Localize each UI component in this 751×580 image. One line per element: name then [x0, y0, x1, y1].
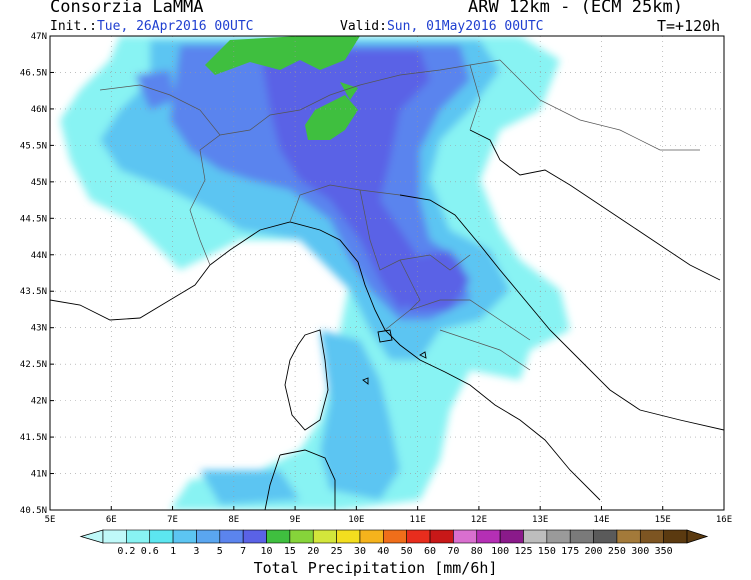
colorbar-label: 300	[631, 546, 649, 557]
colorbar-label: 150	[538, 546, 556, 557]
colorbar-label: 175	[561, 546, 579, 557]
colorbar-swatch	[359, 529, 384, 544]
colorbar-swatch	[569, 529, 594, 544]
lat-tick-label: 44.5N	[20, 214, 47, 224]
lon-tick-label: 12E	[471, 515, 487, 525]
colorbar-swatch	[196, 529, 221, 544]
colorbar-label: 40	[377, 546, 389, 557]
colorbar-low-arrow	[79, 529, 104, 544]
colorbar-swatch	[266, 529, 291, 544]
longitude-labels: 5E 6E 7E 8E 9E 10E 11E 12E 13E 14E 15E 16E	[45, 506, 732, 525]
lon-tick-label: 16E	[716, 515, 732, 525]
colorbar-swatch	[499, 529, 524, 544]
colorbar-swatch	[172, 529, 197, 544]
colorbar-swatch	[383, 529, 407, 544]
colorbar-label: 25	[331, 546, 343, 557]
lat-tick-label: 45N	[31, 178, 47, 188]
colorbar-label: 1	[170, 546, 176, 557]
colorbar-label: 80	[471, 546, 483, 557]
lon-tick-label: 13E	[532, 515, 548, 525]
colorbar-high-arrow	[686, 529, 709, 544]
init-value: Tue, 26Apr2016 00UTC	[96, 19, 254, 34]
lat-tick-label: 43N	[31, 324, 47, 334]
country-borders	[99, 59, 700, 371]
lon-tick-label: 14E	[593, 515, 609, 525]
lon-tick-label: 6E	[106, 515, 117, 525]
colorbar-label: 125	[514, 546, 532, 557]
colorbar-swatch	[476, 529, 501, 544]
colorbar-label: 0.6	[141, 546, 159, 557]
colorbar-label: 7	[240, 546, 246, 557]
colorbar-swatch	[453, 529, 478, 544]
lat-tick-label: 47N	[31, 32, 47, 42]
colorbar-swatch	[219, 529, 244, 544]
map-frame	[49, 35, 725, 511]
colorbar-swatch	[336, 529, 361, 544]
lat-tick-label: 42N	[31, 397, 47, 407]
lat-tick-label: 43.5N	[20, 287, 47, 297]
colorbar-swatch	[289, 529, 314, 544]
colorbar-swatch	[242, 529, 267, 544]
lat-tick-label: 41N	[31, 470, 47, 480]
lat-tick-label: 45.5N	[20, 141, 47, 151]
model-title: ARW 12km - (ECM 25km)	[468, 0, 683, 17]
colorbar-swatch	[639, 529, 664, 544]
colorbar-swatch	[593, 529, 618, 544]
colorbar-label: 60	[424, 546, 436, 557]
colorbar-title: Total Precipitation [mm/6h]	[253, 559, 498, 577]
colorbar-swatch	[616, 529, 641, 544]
colorbar-label: 10	[260, 546, 272, 557]
colorbar-label: 70	[447, 546, 459, 557]
colorbar-label: 5	[217, 546, 223, 557]
latitude-labels: 47N 46.5N 46N 45.5N 45N 44.5N 44N 43.5N 43N 42.5N…	[20, 32, 54, 516]
precip-field	[50, 36, 724, 510]
colorbar-swatch	[126, 529, 151, 544]
colorbar-label: 50	[401, 546, 413, 557]
lon-tick-label: 7E	[167, 515, 178, 525]
colorbar-label: 200	[585, 546, 603, 557]
lat-tick-label: 44N	[31, 251, 47, 261]
colorbar-swatch	[546, 529, 571, 544]
lat-lon-grid	[50, 36, 724, 510]
colorbar-swatch	[149, 529, 174, 544]
lon-tick-label: 9E	[290, 515, 301, 525]
valid-value: Sun, 01May2016 00UTC	[386, 19, 544, 34]
lat-tick-label: 46N	[31, 105, 47, 115]
colorbar-label: 15	[284, 546, 296, 557]
valid-time: Valid:Sun, 01May2016 00UTC	[340, 19, 544, 34]
lat-tick-label: 40.5N	[20, 506, 47, 516]
organization-title: Consorzia LaMMA	[50, 0, 204, 17]
valid-label: Valid:	[340, 19, 387, 34]
colorbar-swatch	[312, 529, 337, 544]
precipitation-colorbar: 0.2 0.6 1 3 5 7 10 15 20 25 30 40 50 60 70 80 100 125 150 1…	[79, 529, 709, 557]
init-time: Init.:Tue, 26Apr2016 00UTC	[50, 19, 254, 34]
colorbar-label: 0.2	[117, 546, 135, 557]
colorbar-swatch	[523, 529, 548, 544]
lat-tick-label: 41.5N	[20, 433, 47, 443]
colorbar-label: 30	[354, 546, 366, 557]
lon-tick-label: 10E	[348, 515, 364, 525]
lat-tick-label: 46.5N	[20, 68, 47, 78]
lon-tick-label: 5E	[45, 515, 56, 525]
colorbar-label: 350	[655, 546, 673, 557]
lat-tick-label: 42.5N	[20, 360, 47, 370]
colorbar-label: 3	[193, 546, 199, 557]
lon-tick-label: 8E	[228, 515, 239, 525]
lon-tick-label: 11E	[410, 515, 426, 525]
colorbar-swatch	[102, 529, 127, 544]
colorbar-swatch	[406, 529, 431, 544]
colorbar-swatch	[429, 529, 454, 544]
colorbar-label: 20	[307, 546, 319, 557]
colorbar-swatch	[663, 529, 688, 544]
colorbar-label: 250	[608, 546, 626, 557]
init-label: Init.:	[50, 19, 97, 34]
colorbar-label: 100	[491, 546, 509, 557]
lead-time: T=+120h	[657, 17, 721, 35]
lon-tick-label: 15E	[655, 515, 671, 525]
